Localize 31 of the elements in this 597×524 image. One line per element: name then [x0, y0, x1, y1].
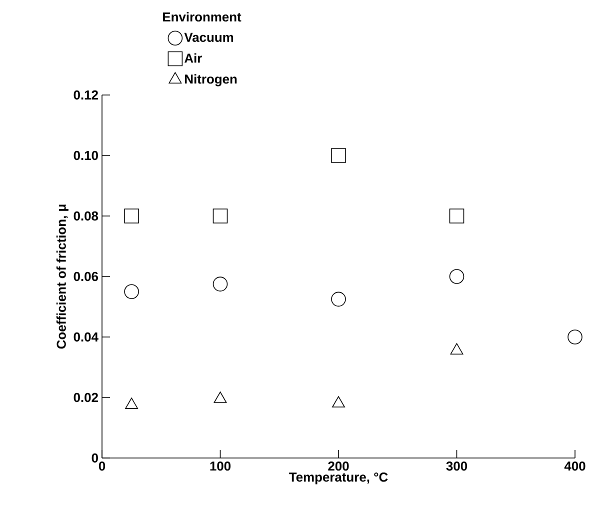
point: [331, 148, 346, 163]
point: [214, 392, 227, 403]
y-tick-label: 0.10: [74, 150, 98, 160]
x-tick-label: 400: [564, 462, 586, 471]
y-tick-label: 0.08: [74, 211, 98, 221]
point: [450, 343, 464, 354]
legend-label: Nitrogen: [185, 74, 237, 86]
point: [449, 269, 464, 284]
y-tick-label: 0.06: [74, 272, 98, 282]
point: [212, 276, 228, 292]
point: [125, 398, 138, 409]
x-axis-title: Temperature, °C: [289, 472, 388, 484]
legend-label: Vacuum: [184, 32, 234, 42]
y-tick-label: 0.12: [74, 90, 98, 100]
y-tick-label: 0.02: [74, 392, 98, 402]
point: [568, 330, 582, 344]
point: [331, 292, 346, 307]
point: [332, 396, 345, 408]
x-tick-label: 300: [446, 462, 468, 471]
legend-label: Air: [184, 53, 202, 63]
y-tick-label: 0.04: [74, 332, 98, 342]
x-tick-label: 200: [328, 462, 349, 471]
point: [124, 208, 139, 224]
x-tick-label: 0: [98, 462, 106, 471]
y-tick-label: 0: [92, 453, 98, 463]
y-axis-title: Coefficient of friction, μ: [56, 204, 68, 349]
point: [124, 284, 139, 300]
point: [449, 208, 464, 224]
x-tick-label: 100: [210, 462, 231, 471]
legend-title: Environment: [163, 12, 242, 22]
point: [212, 208, 228, 224]
